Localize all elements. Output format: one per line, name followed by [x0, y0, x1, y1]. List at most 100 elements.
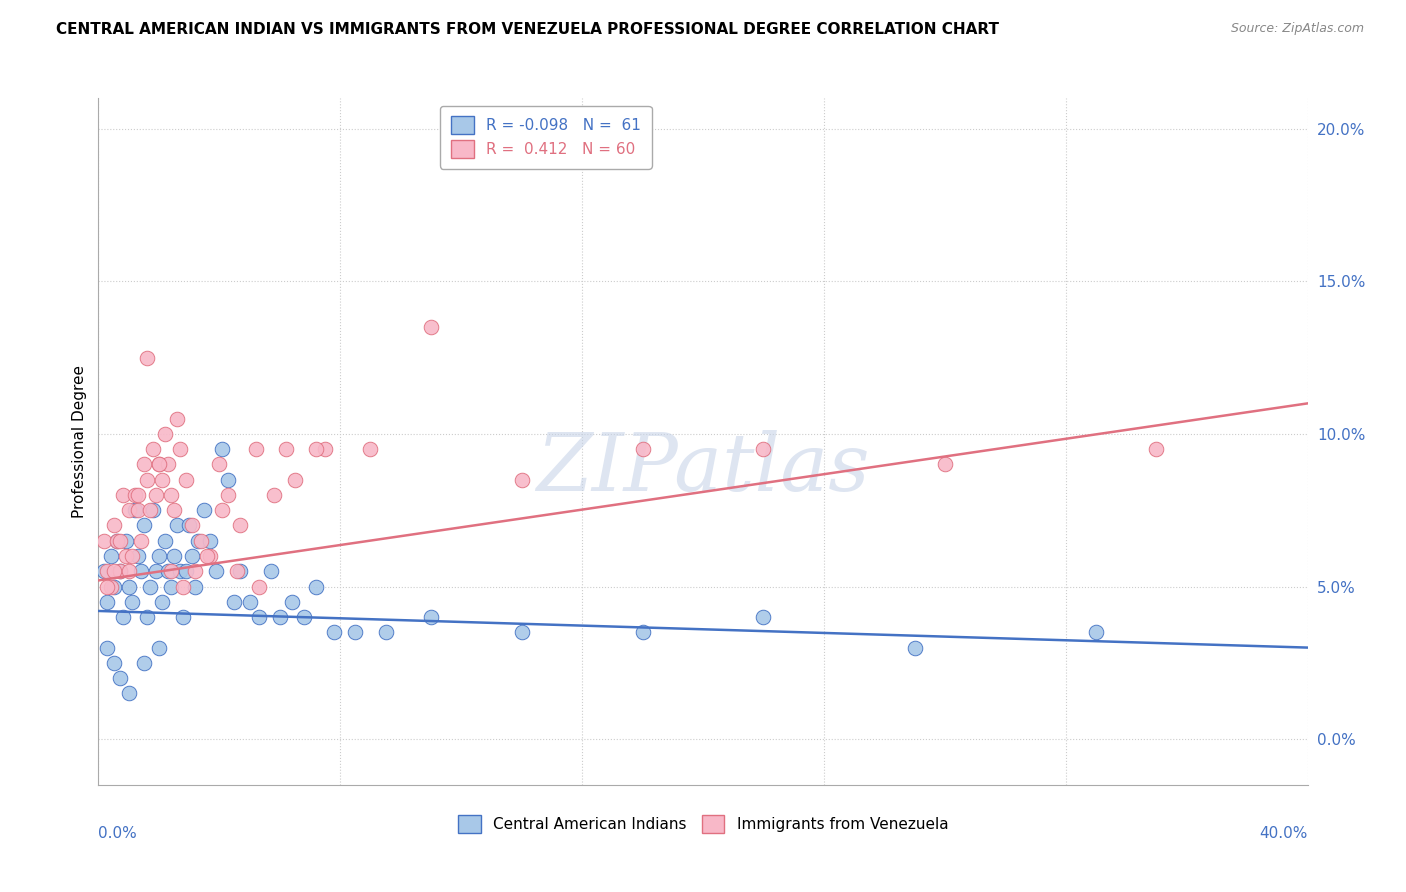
Point [184, 564, 207, 578]
Point [752, 442, 775, 457]
Point [200, 549, 222, 563]
Point [305, 442, 328, 457]
Point [179, 518, 201, 533]
Point [148, 549, 170, 563]
Point [100, 580, 122, 594]
Point [124, 488, 146, 502]
Point [247, 610, 270, 624]
Point [510, 625, 533, 640]
Point [172, 580, 194, 594]
Text: 0.0%: 0.0% [98, 826, 138, 841]
Point [142, 442, 165, 457]
Point [132, 458, 155, 472]
Point [139, 580, 162, 594]
Point [108, 671, 131, 685]
Point [305, 580, 328, 594]
Point [200, 533, 222, 548]
Point [1146, 442, 1168, 457]
Point [153, 533, 176, 548]
Point [166, 411, 188, 425]
Point [139, 503, 162, 517]
Point [103, 518, 125, 533]
Point [93, 564, 115, 578]
Point [420, 320, 443, 334]
Point [229, 564, 252, 578]
Point [93, 533, 115, 548]
Point [111, 488, 134, 502]
Point [103, 656, 125, 670]
Point [145, 564, 167, 578]
Point [211, 442, 233, 457]
Point [260, 564, 283, 578]
Point [208, 458, 231, 472]
Point [211, 503, 233, 517]
Point [247, 580, 270, 594]
Point [160, 564, 183, 578]
Point [226, 564, 249, 578]
Point [118, 686, 141, 700]
Point [163, 503, 186, 517]
Point [121, 595, 143, 609]
Point [169, 564, 191, 578]
Text: 40.0%: 40.0% [1260, 826, 1308, 841]
Point [145, 488, 167, 502]
Point [114, 549, 136, 563]
Point [127, 503, 149, 517]
Point [181, 518, 204, 533]
Point [96, 640, 118, 655]
Point [904, 640, 927, 655]
Point [239, 595, 262, 609]
Point [344, 625, 367, 640]
Point [148, 458, 170, 472]
Point [181, 549, 204, 563]
Text: Source: ZipAtlas.com: Source: ZipAtlas.com [1230, 22, 1364, 36]
Point [132, 656, 155, 670]
Point [129, 533, 152, 548]
Point [105, 533, 128, 548]
Point [1085, 625, 1108, 640]
Point [934, 458, 956, 472]
Point [323, 625, 346, 640]
Point [121, 549, 143, 563]
Point [111, 610, 134, 624]
Point [156, 564, 179, 578]
Point [374, 625, 396, 640]
Point [245, 442, 267, 457]
Point [281, 595, 304, 609]
Point [631, 625, 654, 640]
Point [118, 503, 141, 517]
Point [229, 518, 252, 533]
Point [118, 564, 141, 578]
Point [127, 549, 149, 563]
Point [184, 580, 207, 594]
Point [187, 533, 209, 548]
Point [269, 610, 291, 624]
Point [160, 580, 183, 594]
Point [166, 518, 188, 533]
Point [174, 564, 197, 578]
Point [132, 518, 155, 533]
Point [631, 442, 654, 457]
Point [96, 564, 118, 578]
Point [108, 533, 131, 548]
Point [360, 442, 382, 457]
Point [314, 442, 336, 457]
Point [150, 595, 173, 609]
Point [96, 595, 118, 609]
Point [205, 564, 228, 578]
Point [224, 595, 246, 609]
Point [100, 549, 122, 563]
Point [752, 610, 775, 624]
Point [148, 640, 170, 655]
Point [129, 564, 152, 578]
Point [124, 503, 146, 517]
Point [217, 473, 239, 487]
Point [153, 426, 176, 441]
Point [118, 580, 141, 594]
Legend: Central American Indians, Immigrants from Venezuela: Central American Indians, Immigrants fro… [451, 809, 955, 839]
Point [142, 503, 165, 517]
Point [135, 473, 157, 487]
Point [108, 564, 131, 578]
Point [420, 610, 443, 624]
Point [135, 351, 157, 365]
